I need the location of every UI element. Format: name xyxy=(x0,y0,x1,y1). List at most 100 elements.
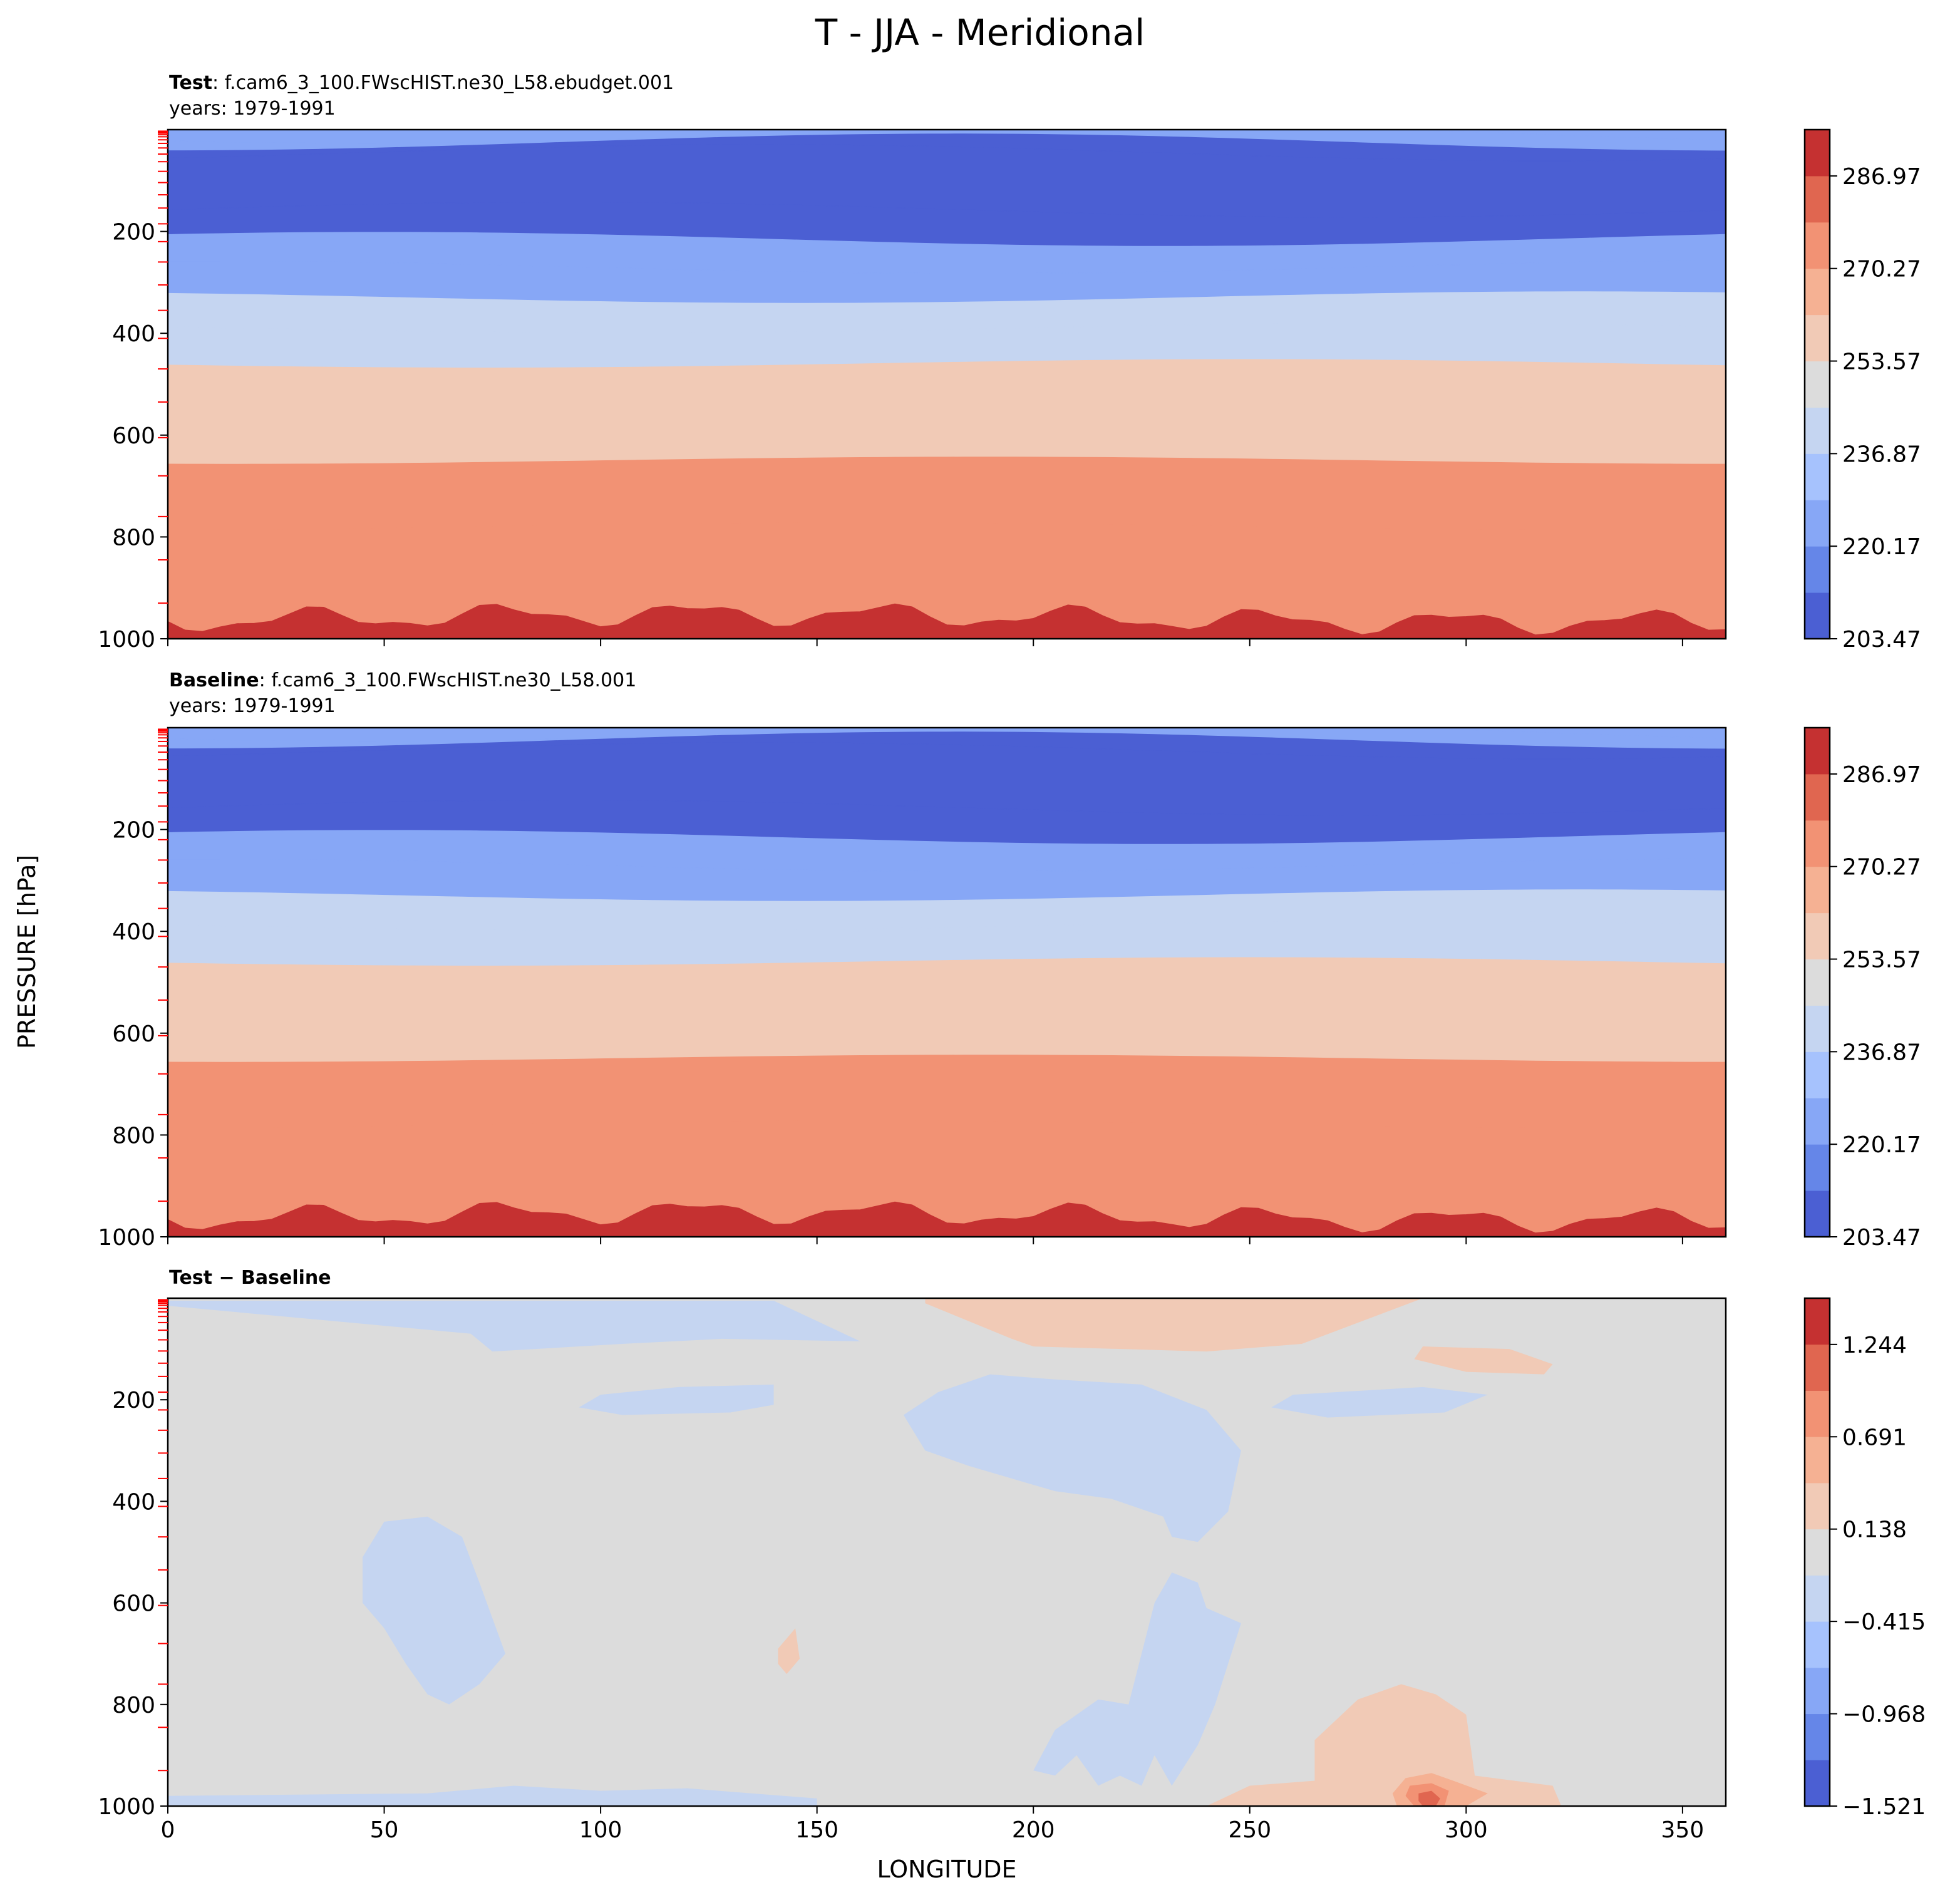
colorbar-tick-label: −1.521 xyxy=(1842,1794,1926,1820)
y-tick-label: 400 xyxy=(112,321,155,347)
colorbar-segment xyxy=(1805,175,1830,223)
colorbar-segment xyxy=(1805,1051,1830,1098)
contour-band xyxy=(168,1201,1726,1237)
axes-frame xyxy=(167,1297,1727,1807)
colorbar-tick-label: −0.415 xyxy=(1842,1609,1926,1635)
colorbar-tick-label: 236.87 xyxy=(1842,441,1921,467)
colorbar-segment xyxy=(1805,361,1830,408)
colorbar-tick-label: 1.244 xyxy=(1842,1333,1907,1358)
colorbar-frame xyxy=(1803,1297,1831,1807)
y-axis-label: PRESSURE [hPa] xyxy=(13,855,41,1049)
y-tick-label: 600 xyxy=(112,1591,155,1617)
panel-title-test: Test: f.cam6_3_100.FWscHIST.ne30_L58.ebu… xyxy=(169,72,674,94)
panel-title-baseline-label: Baseline xyxy=(169,669,259,691)
colorbar-segment xyxy=(1805,866,1830,914)
contour-region xyxy=(1418,1790,1440,1806)
panel-title-baseline: Baseline: f.cam6_3_100.FWscHIST.ne30_L58… xyxy=(169,669,636,691)
y-tick-label: 1000 xyxy=(98,1225,155,1251)
y-tick-label: 200 xyxy=(112,220,155,245)
y-tick-label: 400 xyxy=(112,919,155,945)
contour-region xyxy=(579,1384,774,1415)
x-tick-label: 0 xyxy=(161,1817,175,1843)
colorbar-segment xyxy=(1805,546,1830,593)
colorbar-tick-label: 0.138 xyxy=(1842,1517,1907,1543)
colorbar-segment xyxy=(1805,1344,1830,1391)
contour-band xyxy=(168,1001,1726,1063)
plot-area xyxy=(168,728,1726,1237)
panel-test: 200 400 600 800 1000 286.97 270.27 253.57 236.87… xyxy=(98,128,1921,653)
panel-title-test-case: : f.cam6_3_100.FWscHIST.ne30_L58.ebudget… xyxy=(212,72,674,94)
colorbar-segment xyxy=(1805,1144,1830,1191)
colorbar-segment xyxy=(1805,130,1830,177)
x-tick-label: 50 xyxy=(370,1817,399,1843)
colorbar-tick-label: 286.97 xyxy=(1842,762,1921,788)
x-tick-label: 150 xyxy=(795,1817,838,1843)
colorbar-tick-label: 253.57 xyxy=(1842,947,1921,973)
colorbar-segment xyxy=(1805,1098,1830,1145)
colorbar-segment xyxy=(1805,592,1830,639)
contour-band xyxy=(168,403,1726,465)
y-tick-label: 800 xyxy=(112,525,155,550)
panel-title-diff: Test − Baseline xyxy=(169,1267,331,1289)
colorbar-segment xyxy=(1805,1667,1830,1715)
contour-band xyxy=(168,603,1726,639)
x-tick-label: 300 xyxy=(1445,1817,1488,1843)
panel-title-test-label: Test xyxy=(169,72,212,94)
y-tick-label: 600 xyxy=(112,423,155,449)
colorbar-segment xyxy=(1805,959,1830,1006)
colorbar-segment xyxy=(1805,407,1830,454)
contour-region xyxy=(1414,1346,1553,1375)
colorbar-segment xyxy=(1805,1190,1830,1237)
colorbar-tick-label: 0.691 xyxy=(1842,1425,1907,1450)
contour-region xyxy=(1271,1386,1488,1418)
x-axis-label: LONGITUDE xyxy=(877,1856,1016,1883)
contour-region xyxy=(1206,1684,1562,1806)
contour-region xyxy=(168,1785,817,1806)
colorbar-frame xyxy=(1803,128,1831,640)
y-tick-label: 1000 xyxy=(98,1794,155,1820)
panel-baseline: 200 400 600 800 1000 286.97 270.27 253.57 236.87… xyxy=(98,726,1921,1251)
colorbar-tick-label: 286.97 xyxy=(1842,164,1921,190)
plot-area xyxy=(168,1298,1726,1806)
y-tick-label: 200 xyxy=(112,1388,155,1413)
colorbar-segment xyxy=(1805,1390,1830,1437)
y-tick-label: 800 xyxy=(112,1123,155,1149)
y-tick-label: 1000 xyxy=(98,627,155,653)
colorbar-tick-label: 203.47 xyxy=(1842,627,1921,653)
colorbar-tick-label: 203.47 xyxy=(1842,1225,1921,1251)
colorbar-tick-label: 253.57 xyxy=(1842,349,1921,375)
panel-title-diff-label: Test − Baseline xyxy=(169,1267,331,1289)
y-tick-label: 200 xyxy=(112,818,155,844)
panel-years-test: years: 1979-1991 xyxy=(169,98,336,120)
contour-region xyxy=(168,1301,860,1352)
colorbar-tick-label: 270.27 xyxy=(1842,855,1921,880)
x-tick-label: 250 xyxy=(1228,1817,1271,1843)
contour-region xyxy=(1033,1572,1241,1786)
y-tick-label: 800 xyxy=(112,1693,155,1718)
contour-band xyxy=(168,457,1726,531)
colorbar-segment xyxy=(1805,773,1830,821)
figure-title: T - JJA - Meridional xyxy=(815,11,1145,54)
colorbar-tick-label: 236.87 xyxy=(1842,1040,1921,1065)
colorbar-tick-label: 220.17 xyxy=(1842,534,1921,560)
colorbar-segment xyxy=(1805,1760,1830,1807)
x-tick-label: 350 xyxy=(1661,1817,1705,1843)
panel-years-baseline: years: 1979-1991 xyxy=(169,695,336,717)
colorbar-segment xyxy=(1805,1529,1830,1576)
colorbar-segment xyxy=(1805,1482,1830,1530)
colorbar-segment xyxy=(1805,314,1830,362)
colorbar-tick-label: 220.17 xyxy=(1842,1132,1921,1158)
y-tick-label: 400 xyxy=(112,1489,155,1515)
colorbar-segment xyxy=(1805,820,1830,867)
colorbar-segment xyxy=(1805,1575,1830,1622)
colorbar-segment xyxy=(1805,453,1830,500)
colorbar-tick-label: 270.27 xyxy=(1842,257,1921,282)
colorbar-segment xyxy=(1805,222,1830,269)
axes-frame xyxy=(167,128,1727,640)
colorbar-segment xyxy=(1805,268,1830,316)
y-tick-label: 600 xyxy=(112,1021,155,1047)
contour-region xyxy=(363,1516,506,1705)
colorbar-segment xyxy=(1805,1621,1830,1668)
